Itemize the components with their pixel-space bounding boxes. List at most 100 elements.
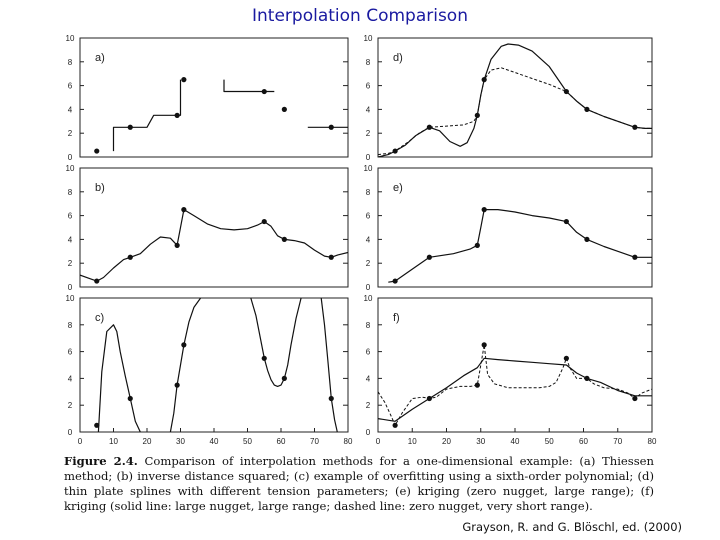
panel-a-ytick-label: 0 [68, 153, 73, 162]
panel-b-data-point [174, 242, 180, 248]
panel-f-data-point [584, 375, 590, 381]
panel-e-ytick-label: 2 [366, 259, 371, 268]
panel-d-ytick-label: 6 [366, 82, 371, 91]
panel-c-xtick-label: 70 [310, 437, 319, 446]
panel-c-xtick-label: 80 [344, 437, 353, 446]
panel-c-lines [97, 298, 338, 432]
panel-d-ytick-label: 0 [366, 153, 371, 162]
panel-c-ytick-label: 0 [68, 428, 73, 437]
panel-f-label: f) [393, 312, 400, 324]
panel-a-data-point [127, 124, 133, 130]
panel-b-data-point [181, 207, 187, 213]
panel-f-frame [377, 297, 653, 433]
panel-d-ytick-label: 8 [366, 58, 371, 67]
panel-e-data-point [392, 278, 398, 284]
panel-f-series-line [378, 357, 652, 422]
panel-a-data-point [181, 77, 187, 83]
slide-title: Interpolation Comparison [252, 6, 468, 26]
panel-f-ytick-label: 0 [366, 428, 371, 437]
panel-d-data-point [584, 106, 590, 112]
panel-f-xtick-label: 50 [545, 437, 554, 446]
panel-a: 0 2 4 6 8 10 a) [66, 34, 349, 162]
panel-e-ytick-label: 8 [366, 188, 371, 197]
panel-e-lines [388, 209, 652, 283]
panel-c-ytick-label: 10 [66, 294, 75, 303]
panel-c-series-line [250, 298, 302, 387]
panel-f-xtick-label: 40 [511, 437, 520, 446]
panel-f-data-point [632, 395, 638, 402]
panel-c-data-point [281, 375, 287, 381]
panel-f-ytick-label: 2 [366, 401, 371, 410]
panel-a-series-line [112, 79, 182, 152]
panel-d-data-point [474, 112, 480, 118]
panel-a-data-point [281, 106, 287, 112]
panel-c-data-point [181, 342, 187, 348]
panel-e-series-line [388, 209, 652, 283]
panel-e-ytick-label: 0 [366, 283, 371, 292]
panel-b-label: b) [95, 182, 105, 194]
panel-d-data-point [426, 124, 432, 130]
panel-a-ytick-label: 6 [68, 82, 73, 91]
panel-b-data-point [328, 254, 334, 260]
panel-c-xtick-label: 50 [243, 437, 252, 446]
panel-f-lines [378, 344, 652, 426]
panel-f-ytick-label: 8 [366, 321, 371, 330]
panel-f-data-point [481, 342, 487, 348]
panel-e-data-point [426, 254, 432, 260]
panel-f-data-point [426, 395, 432, 402]
panel-b-ytick-label: 6 [68, 212, 73, 221]
panel-a-frame [79, 37, 349, 158]
panel-c-series-line [320, 298, 338, 432]
panel-c-label: c) [95, 312, 104, 324]
panel-d-data-point [481, 77, 487, 83]
panel-c-ytick-label: 8 [68, 321, 73, 330]
panel-c-ytick-label: 6 [68, 348, 73, 357]
panel-b-ytick-label: 10 [66, 164, 75, 173]
panel-c-xtick-label: 20 [143, 437, 152, 446]
panel-f-data-point [563, 355, 569, 361]
panel-d: 0 2 4 6 8 10 d) [364, 34, 653, 162]
panel-d-ytick-label: 2 [366, 129, 371, 138]
panel-c-data-point [94, 422, 100, 428]
panel-f-ytick-label: 10 [364, 294, 373, 303]
panel-b-series-line [80, 209, 348, 282]
panel-a-ytick-label: 8 [68, 58, 73, 67]
panel-a-ytick-label: 4 [68, 105, 73, 114]
panel-c: 0 2 4 6 8 10 0 10 20 30 40 50 60 70 80 c) [66, 294, 353, 446]
panel-e-data-point [481, 207, 487, 213]
panel-f-series-line [378, 344, 652, 426]
panel-f-xtick-label: 30 [476, 437, 485, 446]
panel-f-xtick-label: 0 [376, 437, 381, 446]
panel-b: 0 2 4 6 8 10 b) [66, 164, 349, 292]
panel-c-data-point [174, 382, 180, 388]
panel-f-ytick-label: 6 [366, 348, 371, 357]
panel-c-data-point [328, 395, 334, 402]
panel-e-data-point [474, 242, 480, 248]
panel-b-data-point [261, 218, 267, 225]
caption-text: Comparison of interpolation methods for … [64, 454, 655, 513]
caption-label: Figure 2.4. [64, 454, 138, 468]
source-citation: Grayson, R. and G. Blöschl, ed. (2000) [460, 520, 684, 534]
panel-a-data-point [174, 112, 180, 118]
panel-f-xtick-label: 20 [442, 437, 451, 446]
panel-a-lines [112, 79, 348, 152]
panel-b-lines [80, 209, 348, 282]
panel-e-ytick-label: 4 [366, 235, 371, 244]
panel-f-ytick-label: 4 [366, 374, 371, 383]
panel-e-data-point [584, 236, 590, 242]
panel-f-xtick-label: 60 [579, 437, 588, 446]
panel-a-data-point [328, 124, 334, 130]
panel-c-ytick-label: 2 [68, 401, 73, 410]
panel-a-series-line [223, 79, 275, 93]
panel-e-ytick-label: 10 [364, 164, 373, 173]
panel-b-ytick-label: 4 [68, 235, 73, 244]
panel-e-label: e) [393, 182, 403, 194]
panel-d-lines [378, 43, 652, 157]
panel-b-data-point [94, 278, 100, 284]
panel-c-xtick-label: 0 [78, 437, 83, 446]
figure-caption: Figure 2.4. Comparison of interpolation … [64, 454, 654, 514]
panel-a-ytick-label: 2 [68, 129, 73, 138]
panel-d-frame [377, 37, 653, 158]
panel-f-xtick-label: 80 [648, 437, 657, 446]
